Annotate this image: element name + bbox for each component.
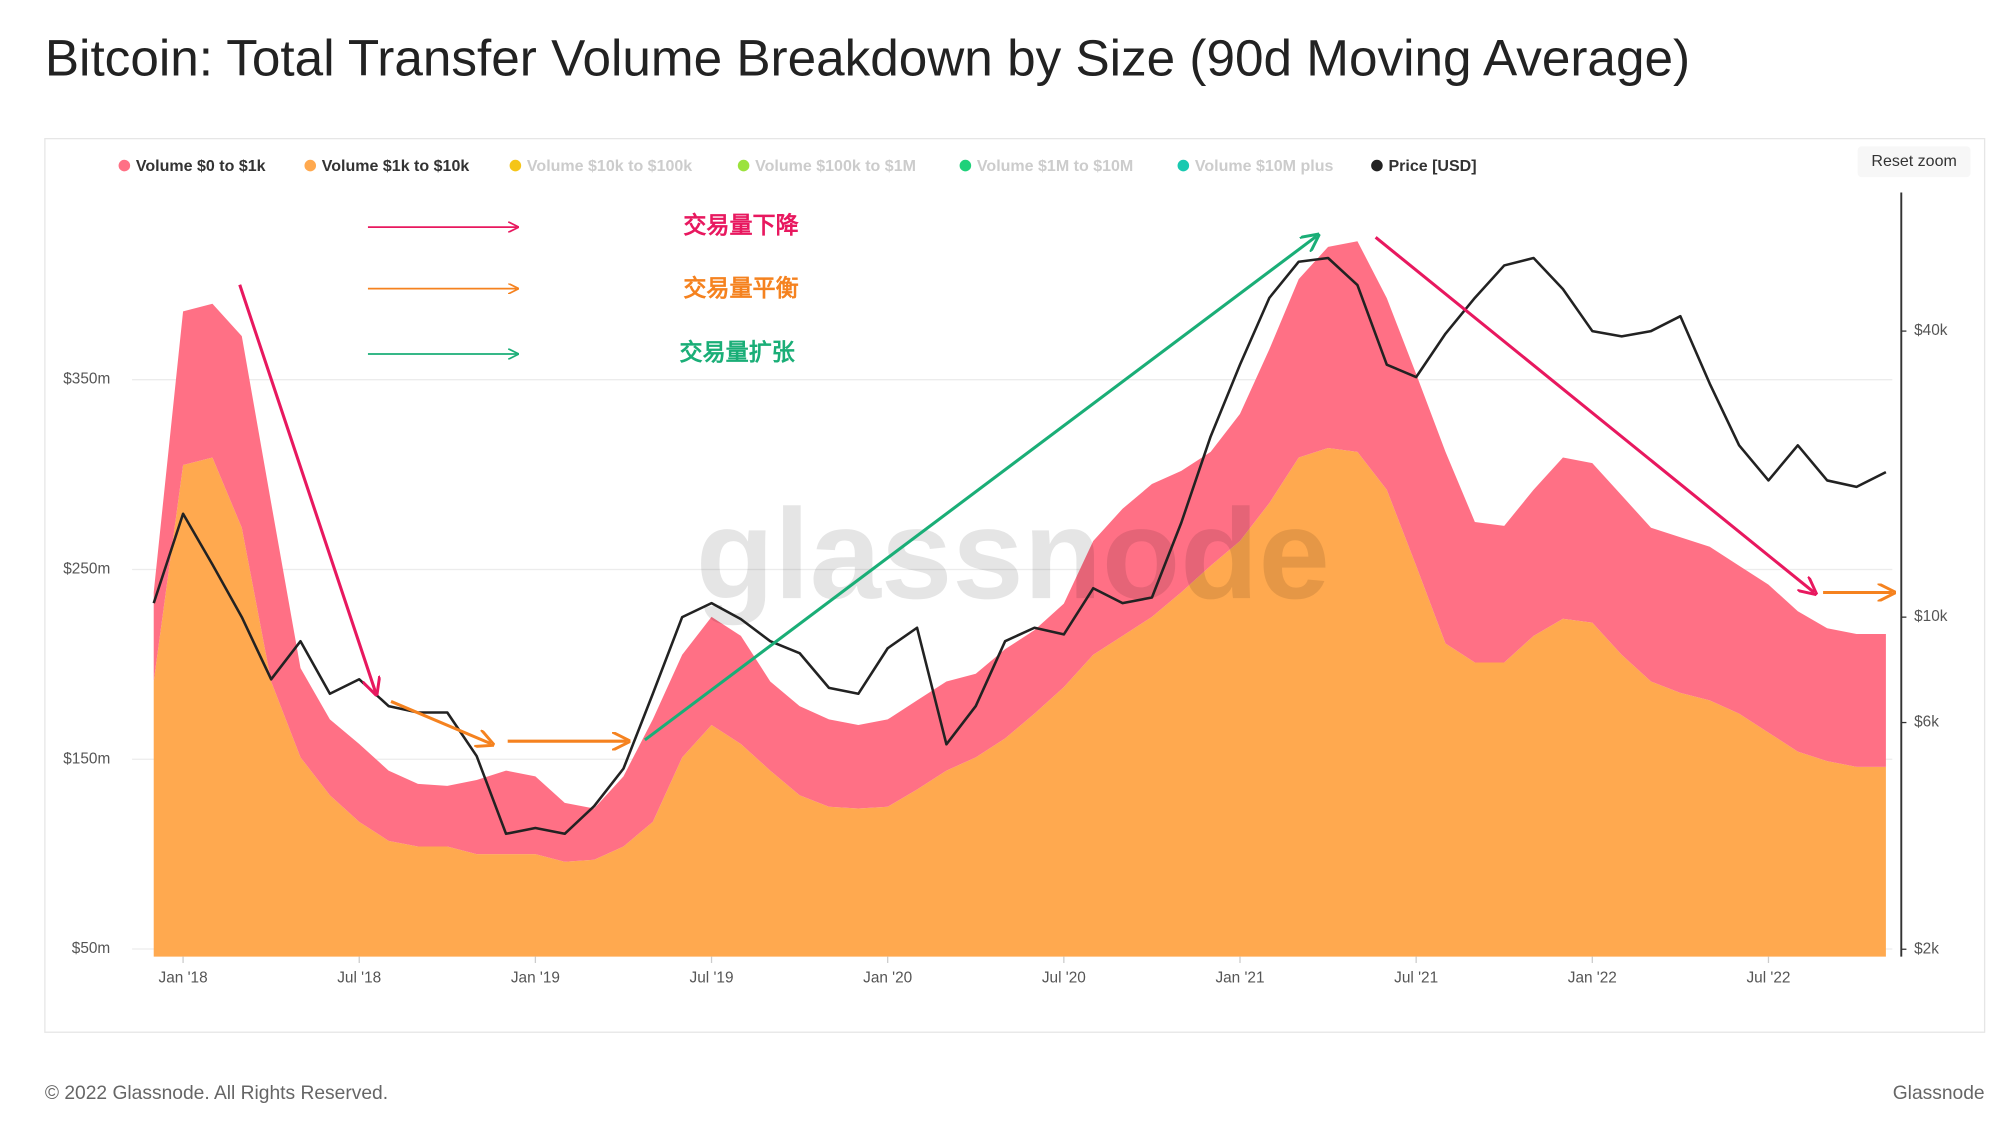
x-tick-label: Jul '21	[1394, 969, 1438, 986]
legend-label[interactable]: Volume $0 to $1k	[136, 157, 266, 175]
reset-zoom-button[interactable]: Reset zoom	[1857, 146, 1971, 178]
legend-swatch[interactable]	[959, 159, 972, 172]
annotation: 交易量平衡	[683, 275, 798, 301]
annotation-arrows	[238, 227, 1893, 744]
trend-arrow	[1374, 236, 1814, 592]
y2-tick-label: $40k	[1914, 322, 1948, 339]
area-0	[153, 241, 1886, 862]
legend-label[interactable]: Volume $1k to $10k	[322, 157, 470, 175]
legend-swatch[interactable]	[118, 159, 131, 172]
trend-arrow	[238, 284, 376, 693]
y2-tick-label: $6k	[1914, 714, 1939, 731]
legend-swatch[interactable]	[1371, 159, 1383, 172]
areas	[153, 241, 1886, 957]
area-1	[153, 447, 1886, 957]
legend-item[interactable]: Volume $10k to $100k	[509, 157, 693, 175]
x-tick-label: Jan '19	[511, 969, 560, 986]
y-tick-label: $50m	[72, 940, 110, 957]
legend-item[interactable]: Volume $1M to $10M	[959, 157, 1134, 175]
legend-item[interactable]: Volume $100k to $1M	[737, 157, 916, 175]
legend-item[interactable]: Volume $0 to $1k	[118, 157, 266, 175]
legend-item[interactable]: Volume $10M plus	[1177, 157, 1334, 175]
button-bg[interactable]	[1857, 146, 1971, 178]
y2-tick-label: $2k	[1914, 940, 1939, 957]
legend-label[interactable]: Price [USD]	[1388, 157, 1476, 175]
x-tick-label: Jul '19	[690, 969, 734, 986]
trend-arrow	[390, 700, 491, 743]
chart-title: Bitcoin: Total Transfer Volume Breakdown…	[45, 29, 1690, 86]
legend-swatch[interactable]	[1177, 159, 1190, 172]
price-line	[152, 256, 1887, 836]
y-tick-label: $250m	[63, 561, 110, 578]
x-tick-label: Jan '21	[1215, 969, 1264, 986]
x-tick-label: Jan '20	[863, 969, 912, 986]
legend-item[interactable]: Price [USD]	[1371, 157, 1477, 175]
y-tick-label: $350m	[63, 371, 110, 388]
legend: Volume $0 to $1k Volume $1k to $10k Volume…	[118, 157, 1477, 175]
legend-swatch[interactable]	[304, 159, 317, 172]
footer-brand: Glassnode	[1893, 1083, 1985, 1104]
watermark: glassnode	[696, 483, 1330, 626]
x-tick-label: Jul '18	[337, 969, 381, 986]
x-tick-label: Jul '22	[1746, 969, 1790, 986]
legend-label[interactable]: Volume $10k to $100k	[527, 157, 692, 175]
x-tick-label: Jan '18	[159, 969, 208, 986]
lines	[152, 256, 1887, 836]
legend-swatch[interactable]	[737, 159, 750, 172]
trend-arrow	[643, 236, 1317, 742]
x-tick-label: Jul '20	[1042, 969, 1086, 986]
y-tick-label: $150m	[63, 750, 110, 767]
legend-label[interactable]: Volume $1M to $10M	[977, 157, 1133, 175]
button-label[interactable]: Reset zoom	[1871, 152, 1956, 170]
x-tick-label: Jan '22	[1568, 969, 1617, 986]
y2-tick-label: $10k	[1914, 608, 1948, 625]
legend-swatch[interactable]	[509, 159, 522, 172]
legend-label[interactable]: Volume $100k to $1M	[755, 157, 916, 175]
annotation: 交易量扩张	[680, 339, 796, 365]
footer-copyright: © 2022 Glassnode. All Rights Reserved.	[45, 1083, 388, 1104]
legend-label[interactable]: Volume $10M plus	[1195, 157, 1334, 175]
legend-item[interactable]: Volume $1k to $10k	[304, 157, 469, 175]
axes: $50m $150m $250m $350m $2k $6k $10k $40k Jan '18…	[63, 192, 1948, 986]
annotation: 交易量下降	[683, 212, 799, 238]
